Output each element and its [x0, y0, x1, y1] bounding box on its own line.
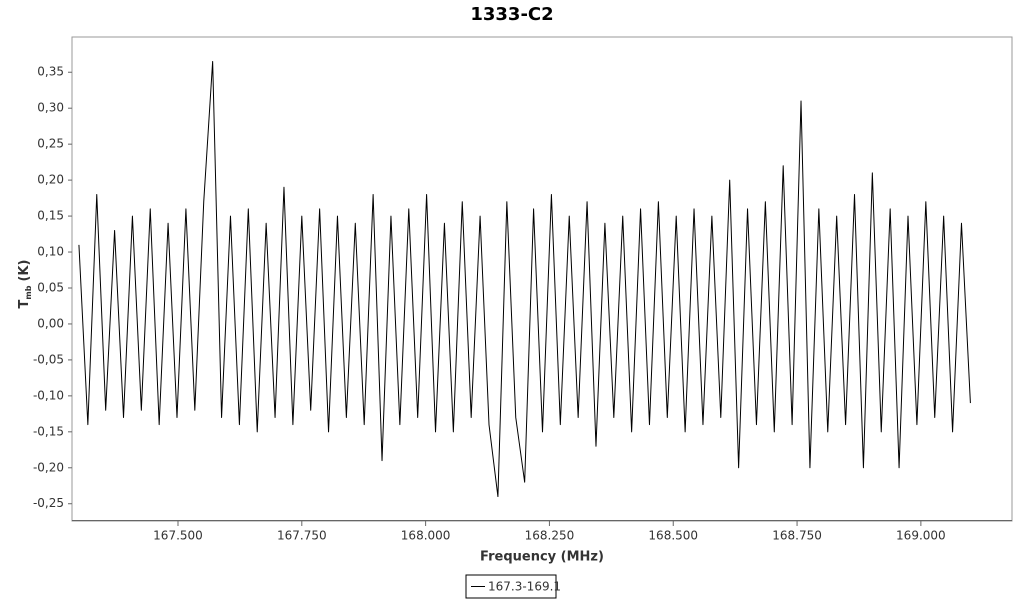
- y-tick-label: 0,00: [37, 316, 64, 330]
- y-tick-label: 0,10: [37, 245, 64, 259]
- y-tick-label: -0,15: [33, 424, 64, 438]
- legend: 167.3-169.1: [465, 574, 561, 599]
- x-tick-label: 168.250: [525, 529, 575, 543]
- y-tick-label: -0,10: [33, 388, 64, 402]
- x-tick-label: 167.500: [153, 529, 203, 543]
- y-tick-label: 0,35: [37, 65, 64, 79]
- x-tick-label: 168.000: [401, 529, 451, 543]
- y-tick-label: 0,15: [37, 209, 64, 223]
- y-tick-label: -0,25: [33, 496, 64, 510]
- legend-box: [465, 574, 557, 599]
- y-tick-label: 0,20: [37, 173, 64, 187]
- x-tick-label: 168.500: [648, 529, 698, 543]
- y-tick-label: 0,30: [37, 101, 64, 115]
- x-axis-label: Frequency (MHz): [480, 550, 604, 565]
- y-tick-label: 0,25: [37, 137, 64, 151]
- y-tick-label: 0,05: [37, 280, 64, 294]
- x-tick-label: 168.750: [772, 529, 822, 543]
- y-axis-label-main: T: [17, 299, 32, 308]
- y-tick-label: -0,05: [33, 352, 64, 366]
- x-tick-label: 169.000: [896, 529, 946, 543]
- y-axis-label-unit: (K): [17, 260, 32, 282]
- legend-label: 167.3-169.1: [488, 580, 561, 594]
- x-tick-label: 167.750: [277, 529, 327, 543]
- chart-title: 1333-C2: [470, 4, 553, 25]
- y-tick-label: -0,20: [33, 460, 64, 474]
- y-axis-label: Tmb (K): [17, 260, 33, 309]
- y-axis-label-sub: mb: [24, 285, 33, 299]
- spectrum-line: [78, 60, 971, 498]
